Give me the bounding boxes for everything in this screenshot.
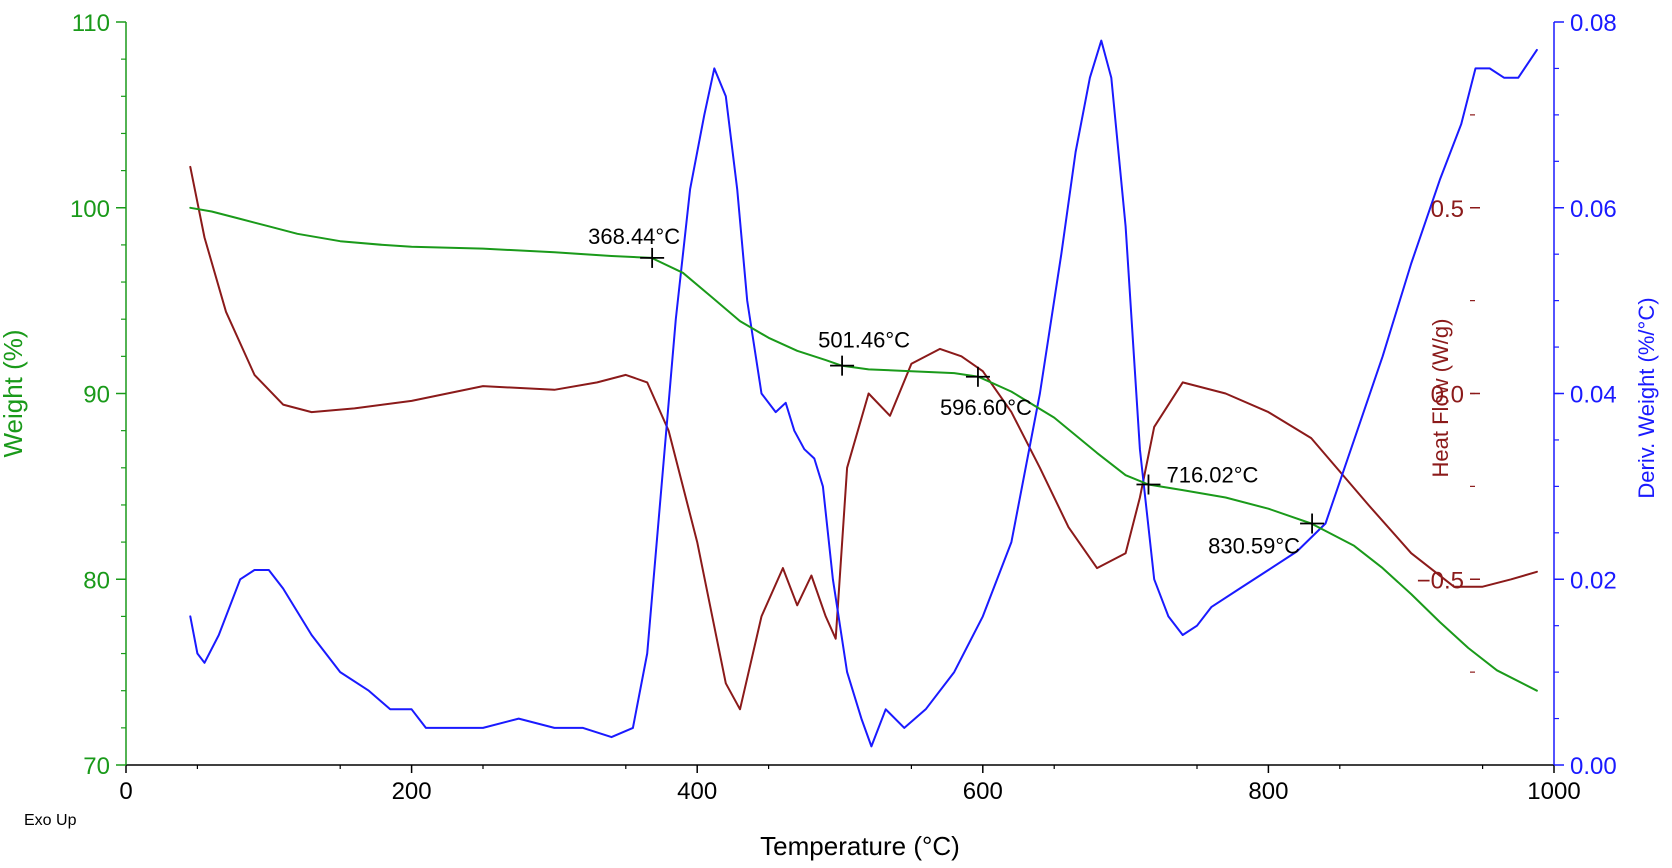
transition-marker: 368.44°C bbox=[588, 224, 680, 268]
x-tick-label: 600 bbox=[963, 778, 1003, 805]
transition-label: 501.46°C bbox=[818, 328, 910, 353]
weight-tick-label: 90 bbox=[83, 382, 110, 409]
heat-flow-tick-label: 0.5 bbox=[1431, 196, 1464, 223]
transition-marker: 501.46°C bbox=[818, 328, 910, 376]
x-tick-label: 1000 bbox=[1527, 778, 1580, 805]
label-layer: 0 200 400 600 800 1000 Temperature (°C) Exo Up 7… bbox=[0, 10, 1659, 861]
weight-series-line bbox=[189, 206, 1538, 692]
transition-label: 596.60°C bbox=[940, 395, 1032, 420]
deriv-tick-label: 0.08 bbox=[1570, 10, 1617, 37]
deriv-weight-series-line bbox=[189, 39, 1538, 748]
annotation-layer: 368.44°C 501.46°C 596.60°C 716.02°C 830.59°C bbox=[588, 224, 1325, 559]
x-axis-title: Temperature (°C) bbox=[760, 831, 960, 861]
heat-flow-axis-title: Heat Flow (W/g) bbox=[1428, 319, 1453, 478]
transition-label: 830.59°C bbox=[1208, 534, 1300, 559]
plot-frame bbox=[116, 21, 1564, 773]
deriv-axis-title: Deriv. Weight (%/°C) bbox=[1634, 297, 1659, 498]
x-tick-label: 800 bbox=[1248, 778, 1288, 805]
heat-flow-tick-label: 0.0 bbox=[1431, 382, 1464, 409]
x-tick-label: 200 bbox=[392, 778, 432, 805]
deriv-tick-label: 0.04 bbox=[1570, 382, 1617, 409]
transition-marker: 716.02°C bbox=[1136, 463, 1259, 495]
heat-flow-tick-label: −0.5 bbox=[1417, 567, 1464, 594]
transition-label: 368.44°C bbox=[588, 224, 680, 249]
x-tick-label: 0 bbox=[119, 778, 132, 805]
series-layer bbox=[189, 39, 1538, 748]
transition-marker: 596.60°C bbox=[940, 366, 1032, 420]
deriv-tick-label: 0.06 bbox=[1570, 196, 1617, 223]
transition-marker: 830.59°C bbox=[1208, 513, 1325, 559]
exo-up-label: Exo Up bbox=[24, 812, 77, 829]
weight-tick-label: 110 bbox=[72, 10, 110, 37]
deriv-tick-label: 0.02 bbox=[1570, 567, 1617, 594]
weight-axis-title: Weight (%) bbox=[0, 329, 28, 457]
heat-flow-series-line bbox=[189, 165, 1538, 711]
weight-tick-label: 80 bbox=[83, 567, 110, 594]
deriv-tick-label: 0.00 bbox=[1570, 753, 1617, 780]
weight-tick-label: 70 bbox=[83, 753, 110, 780]
x-tick-label: 400 bbox=[677, 778, 717, 805]
weight-tick-label: 100 bbox=[70, 196, 110, 223]
transition-label: 716.02°C bbox=[1166, 463, 1258, 488]
